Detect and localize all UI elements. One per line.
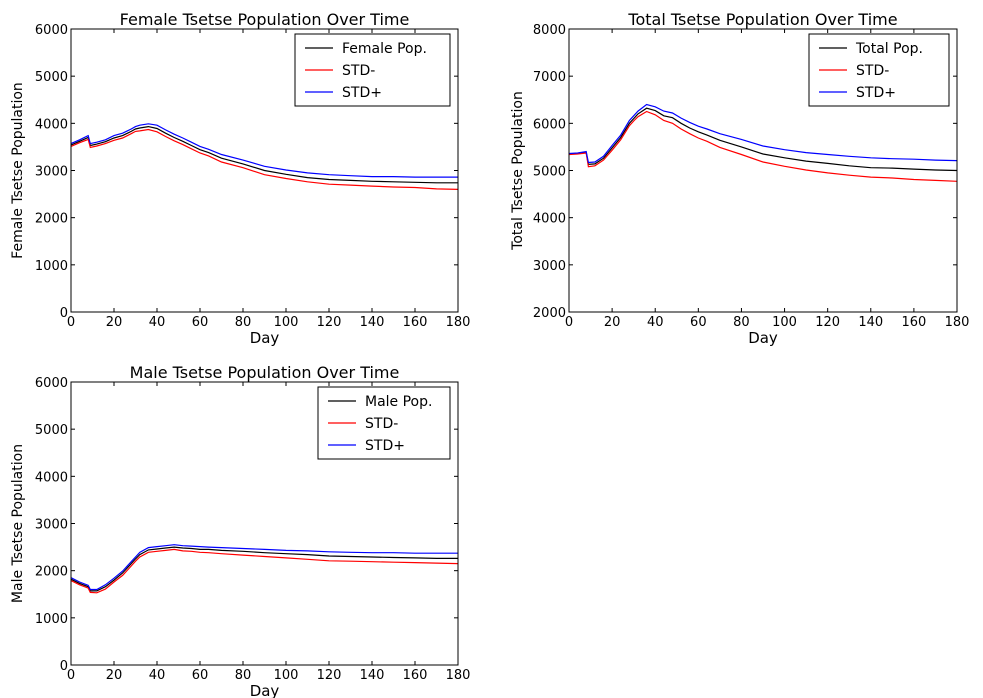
male-x-axis-label: Day <box>250 682 280 698</box>
total-y-tick-label: 5000 <box>533 165 566 180</box>
female-y-tick-label: 4000 <box>35 117 68 132</box>
total-legend-label-std-plus: STD+ <box>856 85 896 101</box>
female-x-tick-label: 0 <box>67 315 75 330</box>
female-x-tick-label: 80 <box>235 315 252 330</box>
male-series-std-plus-line <box>70 544 458 591</box>
total-x-tick-label: 100 <box>772 315 797 330</box>
female-series-main-line <box>70 125 458 184</box>
total-x-tick-label: 0 <box>565 315 573 330</box>
male-x-tick-label: 160 <box>403 668 428 683</box>
male-y-tick-label: 2000 <box>35 565 68 580</box>
female-x-tick-label: 180 <box>446 315 471 330</box>
male-x-tick-label: 140 <box>360 668 385 683</box>
female-y-tick-label: 3000 <box>35 165 68 180</box>
female-legend-label-std-minus: STD- <box>342 63 375 79</box>
total-legend: Total Pop. STD- STD+ <box>808 33 950 107</box>
male-legend-box <box>317 386 451 460</box>
male-legend-label-std-plus: STD+ <box>365 438 405 454</box>
male-y-tick-label: 1000 <box>35 612 68 627</box>
male-y-tick-label: 5000 <box>35 423 68 438</box>
total-x-tick-label: 80 <box>733 315 750 330</box>
total-legend-label-main: Total Pop. <box>855 41 923 57</box>
female-population-chart: 0 20 40 60 80 100 120 140 160 180 0 1000 2000 3000 400… <box>10 10 470 347</box>
male-legend: Male Pop. STD- STD+ <box>317 386 451 460</box>
male-population-chart: 0 20 40 60 80 100 120 140 160 180 0 1000 2000 3000 400… <box>10 363 470 698</box>
male-x-tick-label: 40 <box>149 668 166 683</box>
total-chart-title: Total Tsetse Population Over Time <box>627 10 897 29</box>
male-x-tick-label: 80 <box>235 668 252 683</box>
total-series-std-minus-line <box>568 110 958 182</box>
female-series-std-minus-line <box>70 128 459 190</box>
male-y-tick-label: 6000 <box>35 376 68 391</box>
female-series-std-plus-line <box>70 123 458 178</box>
male-x-tick-label: 180 <box>446 668 471 683</box>
female-x-tick-label: 20 <box>106 315 123 330</box>
female-y-tick-label: 5000 <box>35 70 68 85</box>
total-y-tick-label: 7000 <box>533 70 566 85</box>
male-y-tick-label: 0 <box>60 659 68 674</box>
total-y-tick-label: 2000 <box>533 306 566 321</box>
female-legend-label-std-plus: STD+ <box>342 85 382 101</box>
total-x-axis-label: Day <box>748 329 778 347</box>
total-y-tick-label: 4000 <box>533 212 566 227</box>
male-legend-label-std-minus: STD- <box>365 416 398 432</box>
male-series-std-minus-line <box>70 548 459 594</box>
total-legend-label-std-minus: STD- <box>856 63 889 79</box>
male-x-tick-label: 60 <box>192 668 209 683</box>
female-x-tick-label: 140 <box>360 315 385 330</box>
total-x-tick-label: 180 <box>945 315 970 330</box>
female-chart-title: Female Tsetse Population Over Time <box>120 10 410 29</box>
male-x-tick-label: 0 <box>67 668 75 683</box>
total-y-tick-label: 3000 <box>533 259 566 274</box>
female-y-axis-label: Female Tsetse Population <box>10 82 26 259</box>
total-y-tick-label: 8000 <box>533 23 566 38</box>
total-x-tick-label: 60 <box>690 315 707 330</box>
total-y-tick-label: 6000 <box>533 117 566 132</box>
total-y-axis-label: Total Tsetse Population <box>510 91 526 251</box>
female-x-tick-label: 60 <box>192 315 209 330</box>
female-x-tick-label: 160 <box>403 315 428 330</box>
female-x-axis-label: Day <box>250 329 280 347</box>
female-y-tick-label: 2000 <box>35 212 68 227</box>
total-series-std-plus-line <box>568 103 958 164</box>
total-x-tick-label: 160 <box>901 315 926 330</box>
total-series-main-line <box>568 107 958 172</box>
total-x-tick-label: 40 <box>647 315 664 330</box>
female-legend-label-main: Female Pop. <box>342 41 427 57</box>
male-y-tick-label: 3000 <box>35 518 68 533</box>
total-x-tick-label: 20 <box>604 315 621 330</box>
male-series-main-line <box>70 546 458 592</box>
male-x-tick-label: 20 <box>106 668 123 683</box>
male-chart-title: Male Tsetse Population Over Time <box>130 363 400 382</box>
female-x-tick-label: 40 <box>149 315 166 330</box>
female-legend: Female Pop. STD- STD+ <box>294 33 451 107</box>
total-x-tick-label: 120 <box>815 315 840 330</box>
male-y-axis-label: Male Tsetse Population <box>10 444 26 603</box>
male-x-tick-label: 120 <box>317 668 342 683</box>
female-x-tick-label: 120 <box>317 315 342 330</box>
total-x-tick-label: 140 <box>858 315 883 330</box>
female-y-tick-label: 0 <box>60 306 68 321</box>
female-y-tick-label: 1000 <box>35 259 68 274</box>
total-population-chart: 0 20 40 60 80 100 120 140 160 180 2000 3000 4000 5000… <box>510 10 969 347</box>
male-legend-label-main: Male Pop. <box>365 394 432 410</box>
female-x-tick-label: 100 <box>274 315 299 330</box>
female-y-tick-label: 6000 <box>35 23 68 38</box>
male-x-tick-label: 100 <box>274 668 299 683</box>
male-y-tick-label: 4000 <box>35 470 68 485</box>
